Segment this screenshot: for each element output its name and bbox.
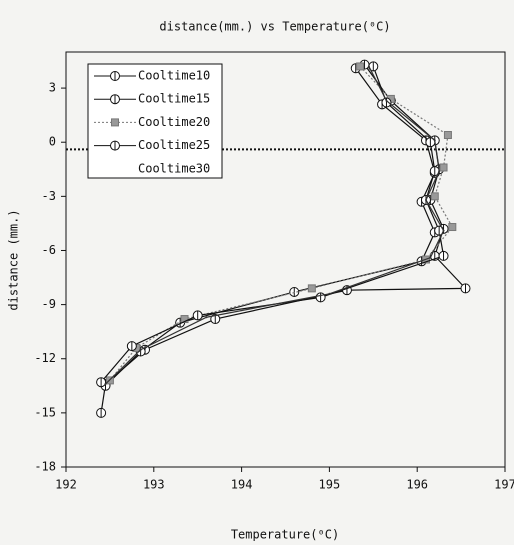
legend-marker — [111, 118, 119, 127]
legend-label: Cooltime20 — [138, 115, 210, 129]
point — [328, 292, 331, 295]
x-tick-label: 192 — [55, 478, 77, 492]
point — [448, 223, 457, 232]
chart-title: distance(mm.) vs Temperature(⁰C) — [159, 20, 390, 34]
point — [205, 316, 208, 319]
y-tick-label: -12 — [34, 351, 56, 365]
legend-label: Cooltime15 — [138, 92, 210, 106]
point — [307, 284, 316, 293]
point — [385, 99, 388, 102]
y-tick-label: -3 — [42, 189, 56, 203]
point — [438, 170, 441, 173]
plot-frame — [65, 51, 506, 468]
point — [433, 139, 436, 142]
point — [367, 65, 370, 68]
point — [443, 131, 452, 139]
point — [104, 383, 107, 385]
legend-label: Cooltime25 — [138, 138, 210, 152]
y-tick-label: -6 — [42, 243, 56, 257]
y-tick-label: -18 — [34, 460, 56, 474]
x-tick-label: 195 — [319, 478, 341, 492]
legend-label: Cooltime30 — [138, 161, 210, 175]
point — [442, 229, 445, 232]
point — [424, 198, 427, 201]
y-tick-label: 0 — [49, 135, 56, 149]
point — [439, 163, 448, 172]
y-tick-label: -15 — [34, 405, 56, 419]
legend-label: Cooltime10 — [138, 69, 210, 83]
point — [139, 348, 142, 351]
x-tick-label: 193 — [143, 478, 165, 492]
y-axis-label: distance (mm.) — [7, 209, 21, 310]
point — [429, 256, 432, 259]
x-tick-label: 194 — [231, 478, 253, 492]
legend-box — [87, 63, 223, 179]
point — [356, 62, 365, 71]
x-tick-label: 196 — [406, 478, 428, 492]
x-tick-label: 197 — [494, 478, 514, 492]
series-line — [109, 66, 454, 381]
x-axis-label: Temperature(⁰C) — [231, 528, 339, 542]
y-tick-label: -9 — [42, 297, 56, 311]
point — [430, 192, 439, 201]
point — [180, 315, 189, 324]
y-tick-label: 3 — [49, 81, 56, 95]
